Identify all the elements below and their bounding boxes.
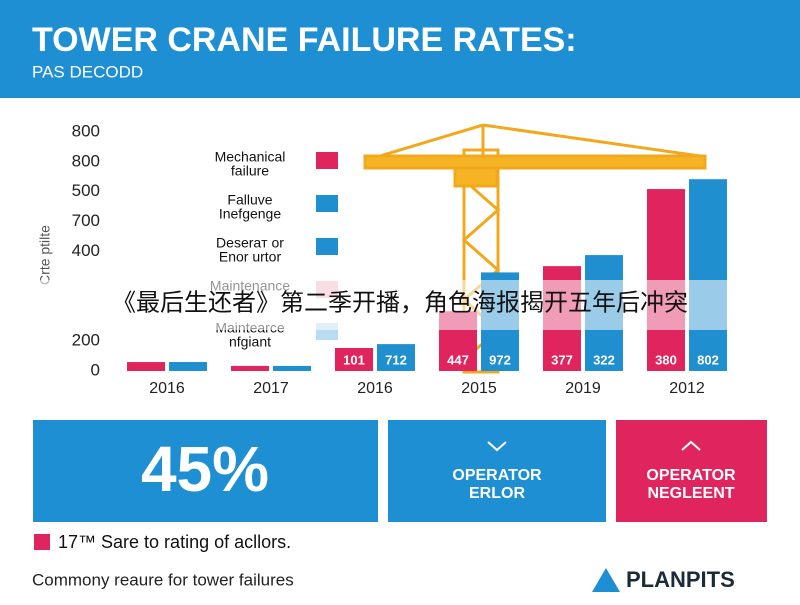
bar-label: 380	[655, 352, 677, 367]
bar-label: 712	[385, 352, 407, 367]
chevron	[681, 440, 701, 451]
bar	[377, 344, 415, 371]
bar-label: 322	[593, 352, 615, 367]
bar	[231, 365, 269, 371]
x-tick-label: 2017	[253, 380, 289, 397]
y-axis-label: Crte ptilte	[37, 225, 53, 285]
legend-label: failure	[231, 163, 269, 179]
bar-label: 802	[697, 352, 719, 367]
subtitle: PAS DECODD	[32, 62, 143, 81]
bar-label: 447	[447, 352, 469, 367]
crane-tower	[462, 148, 500, 374]
legend-swatch	[316, 195, 338, 212]
bar-label: 377	[551, 352, 573, 367]
x-tick-label: 2016	[149, 380, 185, 397]
bar	[127, 362, 165, 371]
bar-label: 101	[343, 352, 365, 367]
y-tick-label: 700	[72, 211, 100, 230]
legend-label: Mechanical	[215, 149, 286, 165]
overlay-band	[0, 280, 800, 330]
crane	[363, 123, 707, 374]
overlay-caption: 《最后生还者》第二季开播，角色海报揭开五年后冲突	[112, 289, 688, 316]
card	[33, 420, 378, 522]
note: 17™ Sare to rating of acllors.	[58, 532, 291, 552]
crane-cables	[379, 123, 701, 158]
y-tick-label: 400	[72, 241, 100, 260]
y-tick-label: 800	[72, 121, 100, 140]
legend-label: Enor urtor	[219, 249, 282, 265]
legend-swatch	[316, 238, 338, 255]
legend-swatch	[316, 152, 338, 169]
card-text: ERLOR	[469, 485, 525, 502]
x-tick-label: 2016	[357, 380, 393, 397]
x-tick-label: 2012	[669, 380, 705, 397]
title: TOWER CRANE FAILURE RATES:	[32, 21, 577, 59]
caption: Commony reaure for tower failures	[32, 570, 294, 589]
card-text: OPERATOR	[452, 467, 542, 484]
logo-icon	[592, 568, 620, 592]
brand: PLANPITS	[626, 567, 735, 592]
y-tick-label: 200	[72, 331, 100, 350]
bar	[689, 179, 727, 371]
bar	[273, 365, 311, 371]
card	[388, 420, 606, 522]
crane-cab	[453, 166, 499, 188]
card-text: NEGLEENT	[647, 485, 734, 502]
card	[616, 420, 767, 522]
chevron	[487, 441, 507, 452]
legend-label: nfgiant	[229, 334, 271, 350]
y-tick-label: 500	[72, 181, 100, 200]
crane-jib	[363, 154, 707, 170]
card-stat: 45%	[141, 433, 269, 505]
bar	[335, 347, 373, 371]
note-swatch	[34, 534, 50, 550]
legend-label: Inefgenge	[219, 206, 281, 222]
card-text: OPERATOR	[646, 467, 736, 484]
x-tick-label: 2015	[461, 380, 497, 397]
legend-label: Deseraт or	[216, 235, 284, 251]
legend-label: Falluve	[227, 192, 272, 208]
y-tick-label: 800	[72, 151, 100, 170]
header-band	[0, 0, 800, 98]
x-tick-label: 2019	[565, 380, 601, 397]
bar	[169, 362, 207, 371]
y-tick-label: 0	[91, 360, 100, 379]
bar-label: 972	[489, 352, 511, 367]
